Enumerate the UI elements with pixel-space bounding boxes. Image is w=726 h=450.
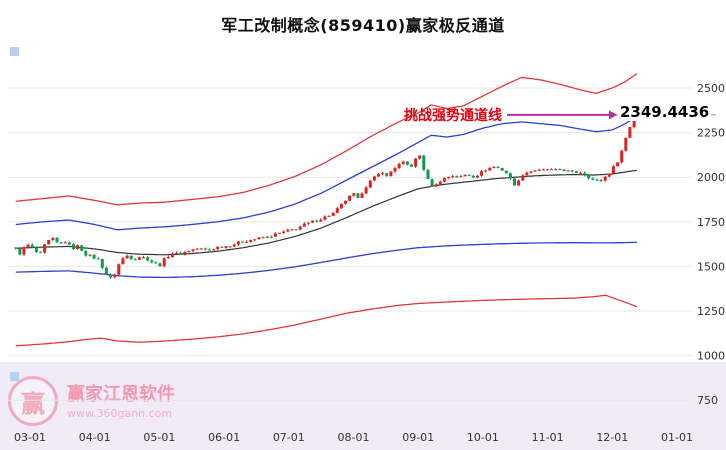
annotation-label: 挑战强势通道线 <box>404 108 502 124</box>
annotation-arrowhead-icon <box>609 110 617 120</box>
svg-text:08-01: 08-01 <box>338 431 370 444</box>
svg-text:03-01: 03-01 <box>14 431 46 444</box>
watermark: 赢 赢家江恩软件 www.360gann.com <box>8 376 175 426</box>
svg-text:2000: 2000 <box>697 171 725 184</box>
watermark-brand: 赢家江恩软件 <box>67 384 175 405</box>
svg-text:01-01: 01-01 <box>661 431 693 444</box>
middle-channel-line <box>15 169 637 256</box>
upper-outer-channel-line <box>15 73 638 206</box>
svg-text:07-01: 07-01 <box>273 431 305 444</box>
brand-logo-icon: 赢 <box>8 376 58 426</box>
bottom-band <box>0 362 726 450</box>
svg-text:11-01: 11-01 <box>532 431 564 444</box>
lower-outer-channel-line <box>15 294 638 347</box>
x-axis-labels: 03-01 04-01 05-01 06-01 07-01 08-01 09-01 10-01… <box>14 431 693 444</box>
svg-text:1500: 1500 <box>697 260 725 273</box>
lower-inner-channel-line <box>15 241 637 279</box>
svg-text:09-01: 09-01 <box>402 431 434 444</box>
y-axis-labels: 2500 2250 2000 1750 1500 1250 1000 750 <box>697 82 725 407</box>
marker-square-bottom-icon <box>10 372 19 381</box>
candlesticks <box>14 114 640 279</box>
svg-text:12-01: 12-01 <box>596 431 628 444</box>
svg-text:2500: 2500 <box>697 82 725 95</box>
watermark-text: 赢家江恩软件 www.360gann.com <box>67 376 175 420</box>
svg-text:1750: 1750 <box>697 216 725 229</box>
watermark-url: www.360gann.com <box>67 406 173 420</box>
page-title: 军工改制概念(859410)赢家极反通道 <box>221 16 505 35</box>
upper-inner-channel-line <box>15 115 638 231</box>
svg-text:1250: 1250 <box>697 305 725 318</box>
gridlines <box>8 87 692 401</box>
svg-text:1000: 1000 <box>697 350 725 363</box>
brand-logo-char: 赢 <box>21 389 45 418</box>
svg-text:750: 750 <box>697 394 718 407</box>
svg-text:2250: 2250 <box>697 127 725 140</box>
marker-square-top-icon <box>10 47 19 56</box>
price-callout: 2349.4436 <box>618 103 712 121</box>
svg-text:10-01: 10-01 <box>467 431 499 444</box>
svg-text:04-01: 04-01 <box>79 431 111 444</box>
svg-text:05-01: 05-01 <box>143 431 175 444</box>
svg-text:06-01: 06-01 <box>208 431 240 444</box>
